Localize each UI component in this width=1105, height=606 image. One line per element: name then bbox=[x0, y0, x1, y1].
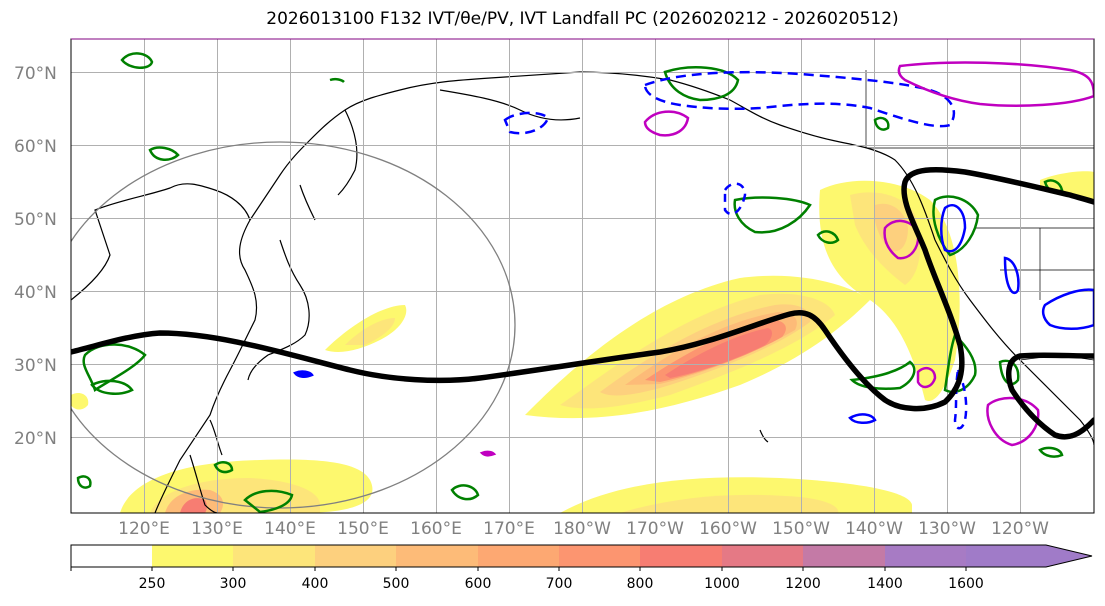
colorbar-label: 1600 bbox=[948, 576, 984, 592]
pv-contour bbox=[450, 484, 480, 501]
theta-cold-contours bbox=[293, 70, 1094, 430]
pv-contours bbox=[76, 52, 1064, 513]
pv-contour bbox=[148, 146, 180, 161]
coastline-philippines bbox=[189, 454, 219, 513]
colorbar-frame bbox=[70, 544, 1093, 568]
lon-label: 120°W bbox=[991, 519, 1049, 539]
colorbar-ticks bbox=[70, 567, 967, 571]
colorbar-segment bbox=[722, 545, 803, 567]
lat-label: 40°N bbox=[14, 283, 57, 303]
theta-contour-cold bbox=[1041, 288, 1094, 330]
pv-contour bbox=[82, 343, 147, 392]
map-title: 2026013100 F132 IVT/θe/PV, IVT Landfall … bbox=[266, 9, 899, 29]
coastline-sakhalin bbox=[299, 184, 316, 221]
lat-label: 70°N bbox=[14, 64, 57, 84]
coastline-asia bbox=[71, 183, 258, 513]
lon-label: 160°E bbox=[410, 519, 462, 539]
ivt-region-northeast-400 bbox=[874, 203, 908, 252]
jet-axis-line-main bbox=[71, 166, 1094, 412]
colorbar-segment bbox=[233, 545, 315, 567]
jet-axis bbox=[71, 166, 1094, 440]
lon-label: 150°E bbox=[337, 519, 389, 539]
pv-contour bbox=[663, 66, 740, 102]
lon-label: 120°E bbox=[118, 519, 170, 539]
pv-contour bbox=[243, 489, 294, 513]
theta-contour-cold bbox=[293, 370, 314, 378]
pv-contour bbox=[329, 77, 345, 83]
lon-label: 140°E bbox=[264, 519, 316, 539]
lat-label: 30°N bbox=[14, 356, 57, 376]
lon-label: 130°W bbox=[918, 519, 976, 539]
ivt-region-west-300 bbox=[345, 318, 395, 345]
colorbar-segment bbox=[71, 545, 152, 567]
pv-contour bbox=[76, 475, 92, 489]
pv-contour bbox=[816, 230, 840, 244]
pv-contour bbox=[932, 195, 980, 257]
lat-label: 60°N bbox=[14, 137, 57, 157]
jet-axis-line-east bbox=[1006, 352, 1094, 440]
coastline-japan bbox=[247, 239, 310, 381]
map-layers bbox=[71, 39, 1094, 513]
colorbar-extend-arrow bbox=[966, 545, 1092, 567]
colorbar-segment bbox=[885, 545, 966, 567]
pv-contour bbox=[1038, 446, 1064, 458]
pv-contour bbox=[943, 332, 977, 394]
lat-label: 50°N bbox=[14, 210, 57, 230]
ivt-region-southwest-1000 bbox=[180, 498, 207, 513]
lon-label: 160°W bbox=[699, 519, 757, 539]
colorbar-label: 400 bbox=[301, 576, 329, 592]
colorbar-segment bbox=[396, 545, 478, 567]
ivt-region-northeast bbox=[819, 180, 960, 401]
lon-label: 130°E bbox=[191, 519, 243, 539]
colorbar-segment bbox=[152, 545, 233, 567]
pv-contour bbox=[90, 379, 134, 395]
theta-contour-cold bbox=[643, 70, 956, 128]
theta-contour-warm bbox=[643, 110, 690, 137]
theta-contour-warm bbox=[986, 396, 1040, 447]
theta-contour-cold bbox=[1003, 256, 1020, 295]
colorbar bbox=[70, 544, 1093, 571]
colorbar-label: 250 bbox=[138, 576, 166, 592]
theta-warm-contours bbox=[479, 61, 1094, 457]
ivt-region-south-300 bbox=[620, 494, 839, 513]
pv-contour bbox=[733, 196, 812, 234]
colorbar-segment bbox=[803, 545, 885, 567]
theta-contour-cold bbox=[723, 182, 747, 216]
colorbar-label: 600 bbox=[464, 576, 492, 592]
colorbar-label: 1000 bbox=[704, 576, 740, 592]
theta-contour-warm bbox=[883, 219, 920, 260]
coastline-bering bbox=[439, 89, 581, 121]
theta-contour-cold bbox=[953, 365, 968, 430]
lon-label: 150°W bbox=[772, 519, 830, 539]
pv-contour bbox=[873, 116, 890, 131]
pv-contour bbox=[120, 52, 154, 69]
ivt-region-west-edge bbox=[71, 393, 89, 410]
theta-contour-cold bbox=[503, 111, 550, 135]
colorbar-label: 800 bbox=[626, 576, 654, 592]
colorbar-label: 300 bbox=[219, 576, 247, 592]
theta-contour-cold bbox=[848, 413, 877, 424]
colorbar-segment bbox=[640, 545, 722, 567]
colorbar-label: 1400 bbox=[867, 576, 903, 592]
colorbar-label: 500 bbox=[382, 576, 410, 592]
colorbar-segment bbox=[315, 545, 396, 567]
theta-contour-warm bbox=[479, 450, 497, 457]
lon-label: 170°W bbox=[626, 519, 684, 539]
lon-label: 170°E bbox=[483, 519, 535, 539]
pv-contour bbox=[998, 359, 1020, 386]
lat-label: 20°N bbox=[14, 429, 57, 449]
colorbar-label: 700 bbox=[545, 576, 573, 592]
colorbar-segment bbox=[559, 545, 640, 567]
pv-contour bbox=[213, 461, 234, 474]
colorbar-segment bbox=[478, 545, 559, 567]
theta-contour-warm bbox=[916, 366, 937, 389]
lon-label: 180°W bbox=[553, 519, 611, 539]
lon-label: 140°W bbox=[845, 519, 903, 539]
theta-contour-cold bbox=[940, 203, 967, 253]
ivt-region-main-1000 bbox=[665, 328, 772, 378]
colorbar-label: 1200 bbox=[785, 576, 821, 592]
theta-contour-warm bbox=[897, 61, 1094, 107]
coastline-kamchatka bbox=[337, 109, 358, 196]
